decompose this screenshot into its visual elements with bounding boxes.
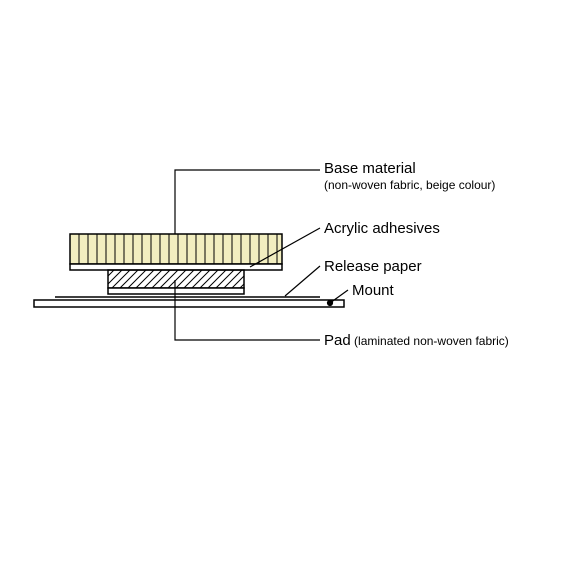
acrylic-adhesives-label: Acrylic adhesives xyxy=(324,220,440,238)
pad-layer xyxy=(108,270,244,288)
base-material-label: Base material (non-woven fabric, beige c… xyxy=(324,160,495,192)
mount-label: Mount xyxy=(352,282,394,300)
pad-trail-text: (laminated non-woven fabric) xyxy=(351,334,509,348)
base-material-layer xyxy=(70,234,282,264)
pad-text: Pad xyxy=(324,332,351,349)
diagram-svg xyxy=(0,0,580,580)
base-material-subtext: (non-woven fabric, beige colour) xyxy=(324,178,495,192)
base-material-text: Base material xyxy=(324,160,416,177)
pad-label: Pad (laminated non-woven fabric) xyxy=(324,332,509,350)
mount-text: Mount xyxy=(352,282,394,299)
mount-layer xyxy=(34,300,344,307)
release-paper-text: Release paper xyxy=(324,258,422,275)
acrylic-adhesives-text: Acrylic adhesives xyxy=(324,220,440,237)
diagram-container: Base material (non-woven fabric, beige c… xyxy=(0,0,580,580)
release-paper-label: Release paper xyxy=(324,258,422,276)
adhesive-bottom-layer xyxy=(108,288,244,294)
